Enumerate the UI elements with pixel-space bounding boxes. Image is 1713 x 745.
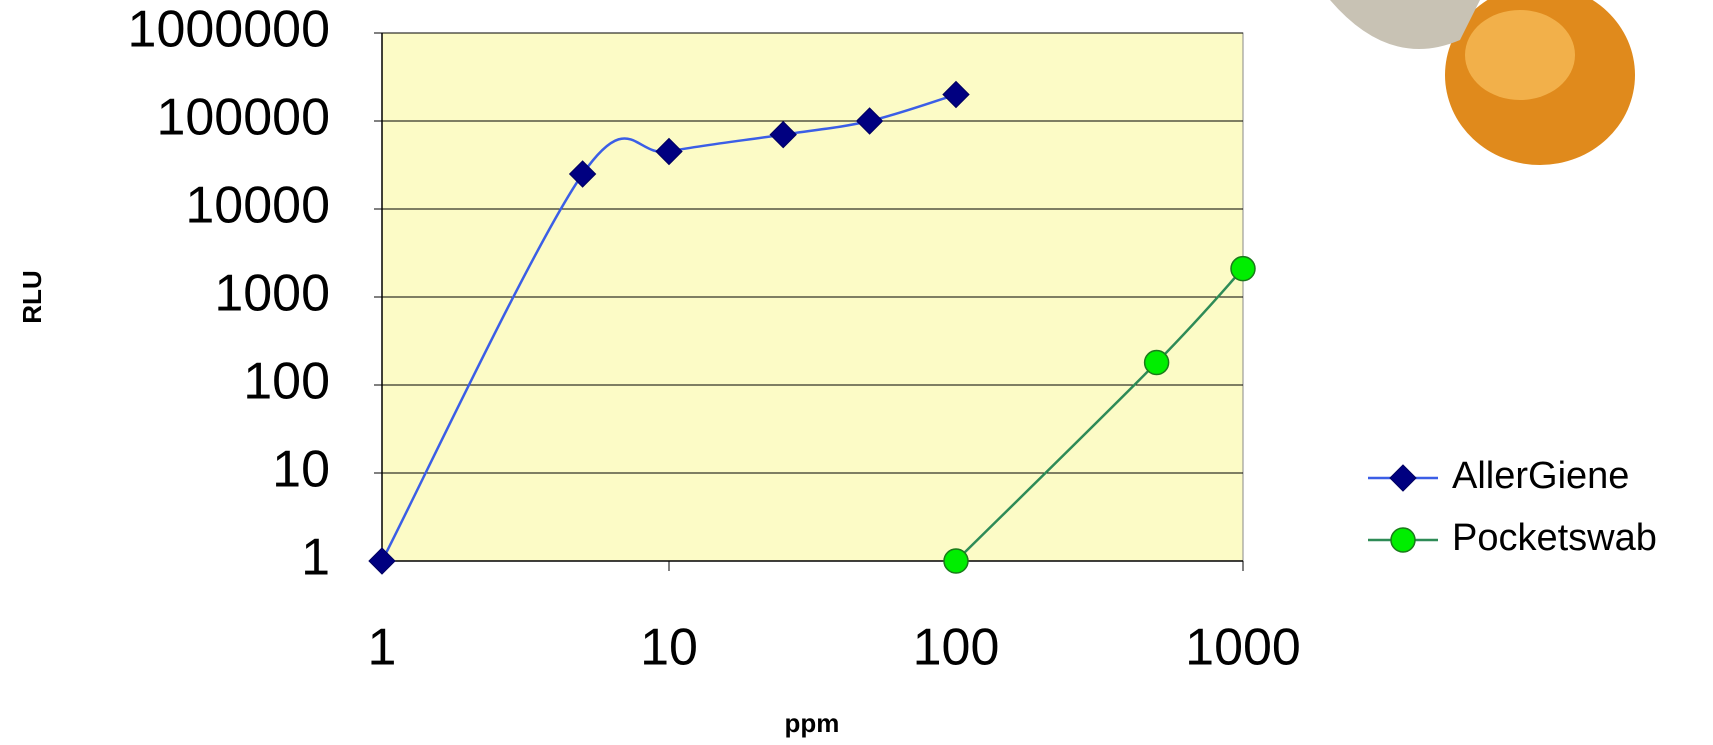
data-point (855, 107, 884, 135)
y-tick-label: 10000 (185, 177, 330, 235)
x-tick-label: 10 (640, 619, 698, 677)
data-point (769, 120, 797, 149)
x-tick-label: 100 (913, 619, 1000, 677)
y-tick-label: 100 (243, 353, 330, 411)
y-tick-label: 1 (301, 529, 330, 587)
data-point (1143, 349, 1170, 376)
legend-label: AllerGiene (1452, 455, 1629, 497)
series-line (955, 267, 1244, 562)
y-axis-label: RLU (17, 270, 47, 323)
egg-picture (1310, 0, 1690, 180)
data-point (943, 548, 969, 574)
y-tick-label: 100000 (156, 89, 330, 147)
legend-label: Pocketswab (1452, 517, 1657, 559)
data-point (1230, 255, 1256, 282)
data-point (942, 80, 970, 109)
y-tick-label: 1000000 (128, 1, 330, 59)
x-tick-label: 1 (368, 619, 397, 677)
x-axis-label: ppm (785, 708, 840, 738)
y-tick-label: 1000 (214, 265, 330, 323)
legend-marker (1389, 464, 1417, 492)
x-tick-label: 1000 (1185, 619, 1301, 677)
data-point (568, 160, 597, 188)
legend-marker (1390, 527, 1416, 553)
data-point (368, 547, 396, 575)
y-tick-label: 10 (272, 441, 330, 499)
data-point (655, 137, 683, 166)
